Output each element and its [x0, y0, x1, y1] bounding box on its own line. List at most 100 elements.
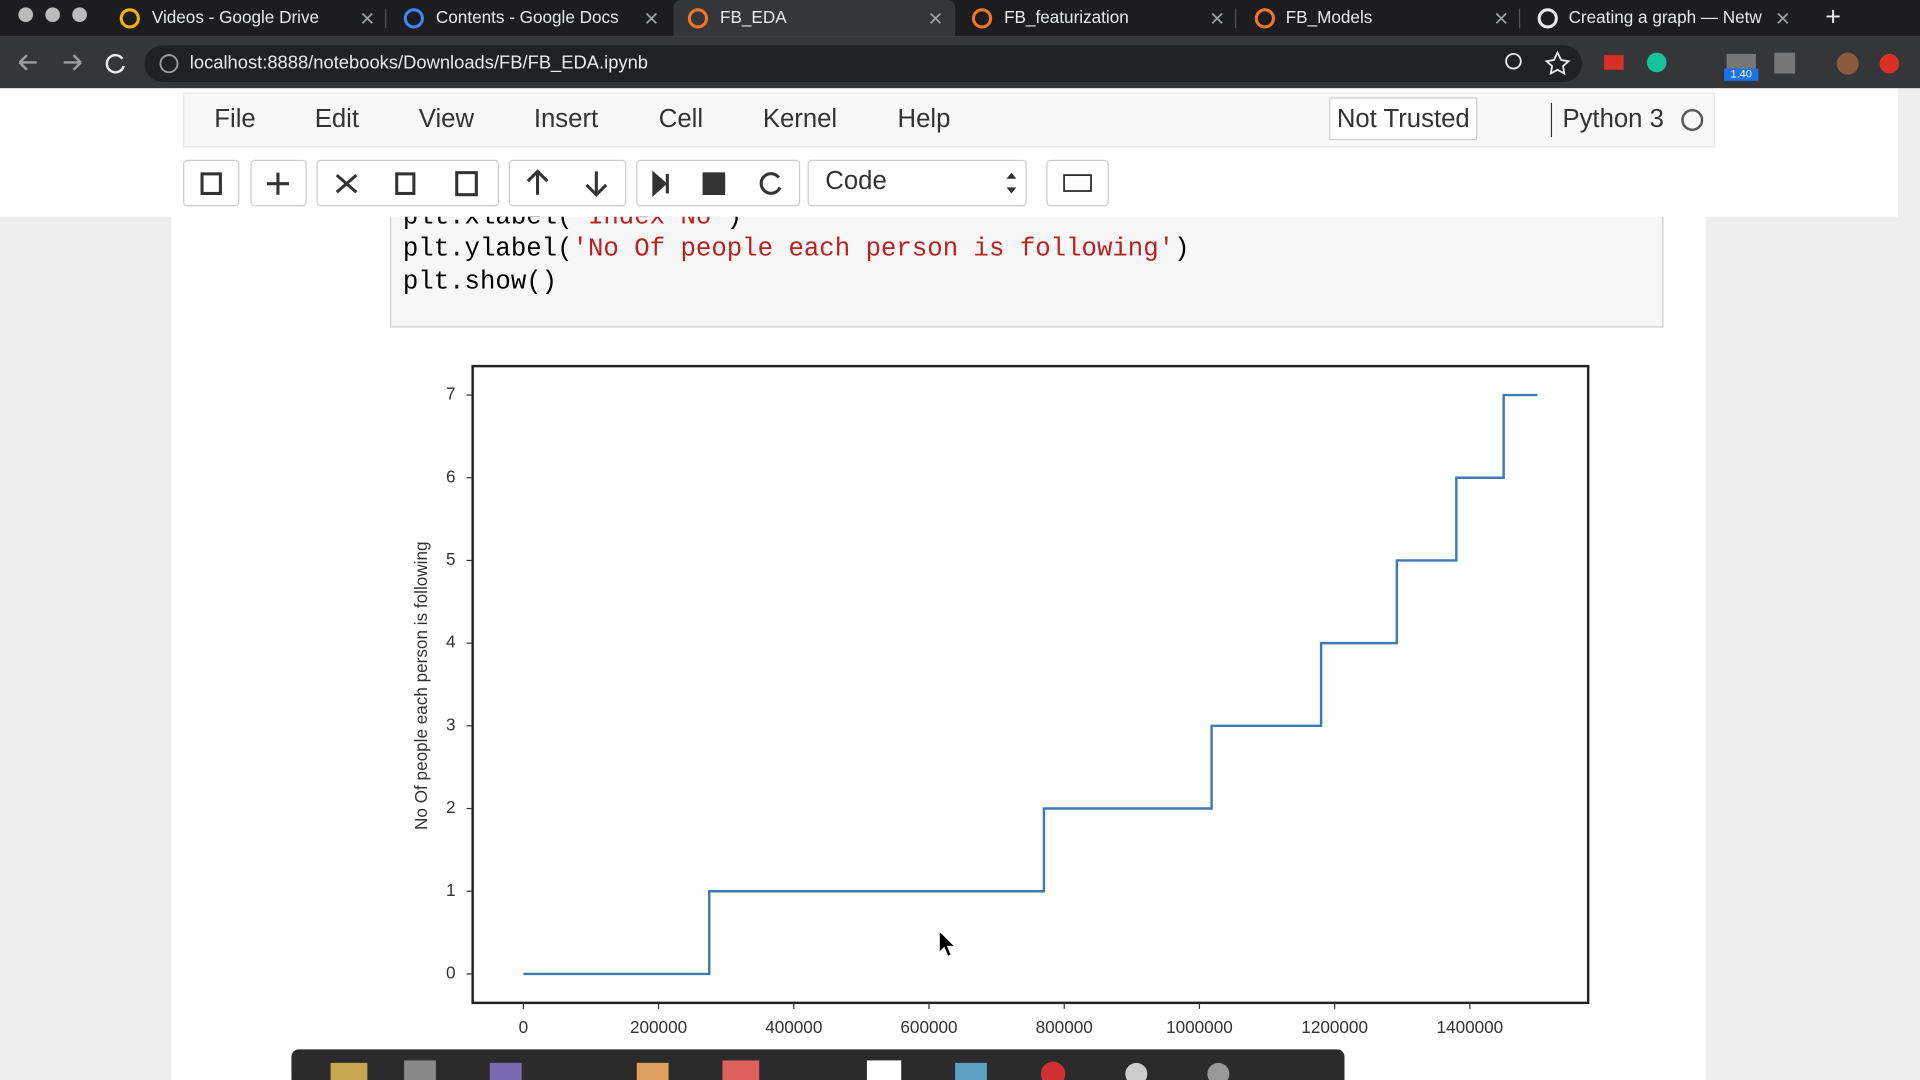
dock-icon[interactable] [489, 1062, 522, 1080]
icon [526, 169, 549, 195]
window-button[interactable] [45, 7, 60, 23]
tab-title[interactable]: Creating a graph — Netw [1569, 7, 1763, 27]
extension[interactable] [1774, 52, 1796, 74]
extension[interactable] [1604, 55, 1624, 70]
dock-icon[interactable] [636, 1062, 669, 1080]
tab-close[interactable] [645, 12, 657, 24]
tab-icon [687, 8, 709, 29]
icon [335, 173, 358, 194]
icon [702, 172, 726, 196]
dock-icon[interactable] [722, 1060, 760, 1080]
kernel-indicator [1681, 108, 1704, 132]
icon [1063, 174, 1092, 192]
dock-icon[interactable] [404, 1060, 436, 1080]
tab-title[interactable]: Contents - Google Docs [436, 7, 619, 27]
tab-icon [1537, 8, 1558, 29]
badge-text: 1.40 [1730, 69, 1751, 81]
x-tick-label: 600000 [900, 1017, 957, 1037]
active-tab[interactable] [673, 0, 956, 37]
tab-title[interactable]: FB_Models [1286, 7, 1373, 27]
window-button[interactable] [18, 7, 34, 23]
menu-item[interactable]: Edit [315, 105, 359, 133]
dock-icon[interactable] [1125, 1062, 1148, 1080]
code: plt.show() [403, 267, 557, 296]
dock-icon[interactable] [1040, 1061, 1066, 1080]
update[interactable] [1879, 53, 1900, 74]
tab-close[interactable] [1777, 12, 1789, 24]
x-tick-label: 400000 [765, 1017, 822, 1037]
y-tick-label: 6 [446, 466, 456, 486]
tab-title[interactable]: FB_EDA [720, 7, 787, 27]
jupyter-header: File Edit View Insert Cell Kernel Help N… [0, 88, 1898, 217]
new-tab[interactable]: + [1825, 1, 1841, 31]
icon [395, 172, 416, 196]
dock [291, 1049, 1345, 1080]
y-tick-label: 0 [446, 962, 456, 982]
x-tick-label: 1000000 [1166, 1017, 1233, 1037]
trust-button[interactable] [1329, 97, 1478, 141]
reload[interactable] [105, 53, 125, 74]
browser-chrome: Videos - Google Drive Contents - Google D… [0, 0, 1920, 89]
extension[interactable] [1646, 52, 1667, 73]
code-string: 'No Of people each person is following' [573, 234, 1175, 263]
edit-buttons[interactable] [316, 159, 499, 207]
cell-type-select[interactable] [807, 159, 1027, 207]
y-tick-label: 3 [446, 714, 456, 734]
dock-icon[interactable] [955, 1062, 987, 1080]
zoom[interactable] [1505, 52, 1522, 70]
code-line: plt.show() [403, 267, 557, 296]
data-line [523, 393, 1538, 976]
icon [455, 171, 478, 197]
menu-item[interactable]: Kernel [763, 105, 837, 133]
icon [1006, 172, 1017, 194]
x-tick-label: 1200000 [1301, 1017, 1368, 1037]
badge [1724, 68, 1759, 81]
icon [759, 172, 782, 195]
toolbar-icons [200, 169, 1092, 197]
chart: No Of people each person is following 0 2… [411, 364, 1590, 1037]
dock-icon[interactable] [866, 1060, 902, 1080]
cell-type: Code [825, 167, 886, 195]
profile[interactable] [1836, 52, 1859, 75]
nav-buttons[interactable] [18, 54, 82, 71]
dock-icon[interactable] [1207, 1062, 1230, 1080]
tab-title[interactable]: Videos - Google Drive [152, 7, 319, 27]
tab-icon [403, 8, 424, 29]
tab-close[interactable] [1211, 12, 1223, 24]
menu-item[interactable]: Insert [534, 105, 598, 133]
window-button[interactable] [72, 7, 87, 23]
tab-icon [971, 8, 993, 29]
menu-item[interactable]: Help [898, 105, 951, 133]
tab-close[interactable] [361, 12, 373, 24]
move-buttons[interactable] [508, 159, 627, 207]
dock-icon[interactable] [330, 1062, 368, 1080]
tab-icon [1254, 8, 1275, 29]
icon [585, 171, 608, 197]
keyboard-button[interactable] [1046, 159, 1109, 207]
y-axis-label: No Of people each person is following [411, 541, 431, 829]
menu-item[interactable]: File [214, 105, 255, 133]
site-info [159, 54, 179, 74]
cursor [938, 929, 957, 958]
x-tick-label: 200000 [630, 1017, 687, 1037]
kernel-name: Python 3 [1562, 105, 1663, 133]
menu-item[interactable]: Cell [659, 105, 703, 133]
menu-item[interactable]: View [419, 105, 475, 133]
code: ) [1174, 234, 1189, 263]
save-button[interactable] [183, 159, 240, 207]
tab-close[interactable] [1495, 12, 1507, 24]
omnibox[interactable] [144, 45, 1583, 83]
extension[interactable] [1726, 53, 1756, 69]
x-tick-label: 0 [519, 1017, 529, 1037]
url: localhost:8888/notebooks/Downloads/FB/FB… [190, 52, 648, 74]
y-tick-label: 2 [446, 797, 456, 817]
icon [652, 170, 669, 197]
tab-close[interactable] [929, 12, 942, 24]
input-area[interactable] [390, 201, 1664, 328]
trust-label: Not Trusted [1337, 105, 1470, 133]
x-tick-label: 800000 [1036, 1017, 1093, 1037]
bookmark[interactable] [1544, 50, 1571, 76]
code: plt.ylabel( [403, 234, 573, 263]
tab-title[interactable]: FB_featurization [1004, 7, 1129, 27]
